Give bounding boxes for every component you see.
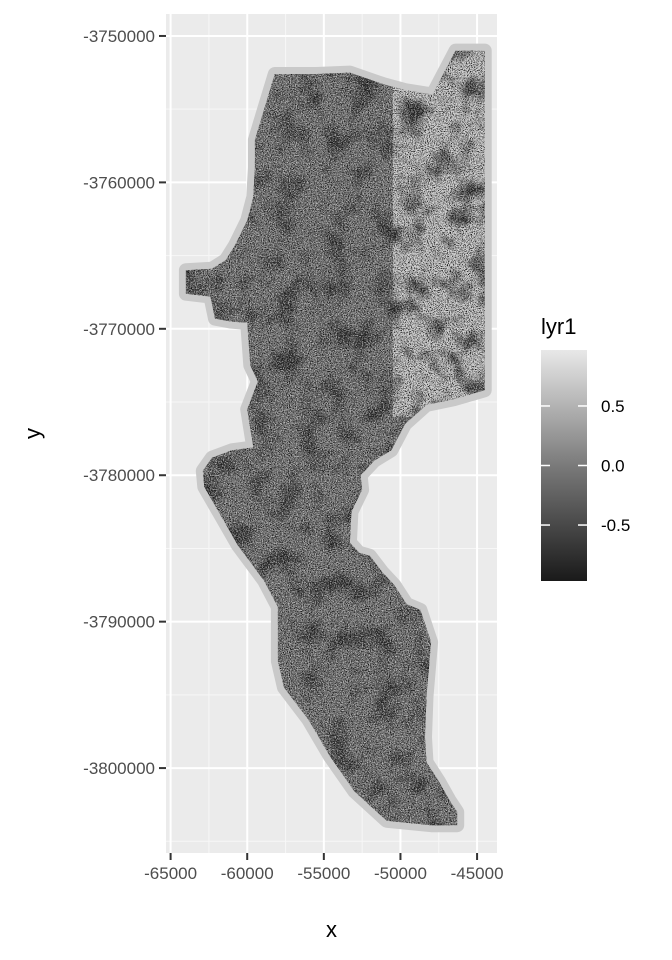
y-tick-label: -3760000 [83, 173, 155, 192]
x-tick-label: -45000 [451, 864, 504, 883]
y-tick-label: -3790000 [83, 613, 155, 632]
x-tick-label: -55000 [297, 864, 350, 883]
y-tick-label: -3770000 [83, 320, 155, 339]
x-tick-label: -50000 [374, 864, 427, 883]
x-tick-label: -60000 [221, 864, 274, 883]
x-axis-title: x [326, 917, 337, 942]
y-axis: -3750000 -3760000 -3770000 -3780000 -3790000… [83, 27, 166, 778]
legend-tick-label: -0.5 [601, 516, 630, 535]
legend-tick-label: 0.5 [601, 397, 625, 416]
x-tick-label: -65000 [144, 864, 197, 883]
y-axis-title: y [20, 428, 45, 439]
y-tick-label: -3750000 [83, 27, 155, 46]
y-tick-label: -3800000 [83, 759, 155, 778]
legend-tick-label: 0.0 [601, 457, 625, 476]
x-axis: -65000 -60000 -55000 -50000 -45000 [144, 853, 504, 883]
y-tick-label: -3780000 [83, 466, 155, 485]
legend-title: lyr1 [541, 314, 576, 339]
legend-ticks: 0.5 0.0 -0.5 [541, 397, 630, 535]
legend: lyr1 0.5 0.0 -0.5 [541, 314, 630, 581]
